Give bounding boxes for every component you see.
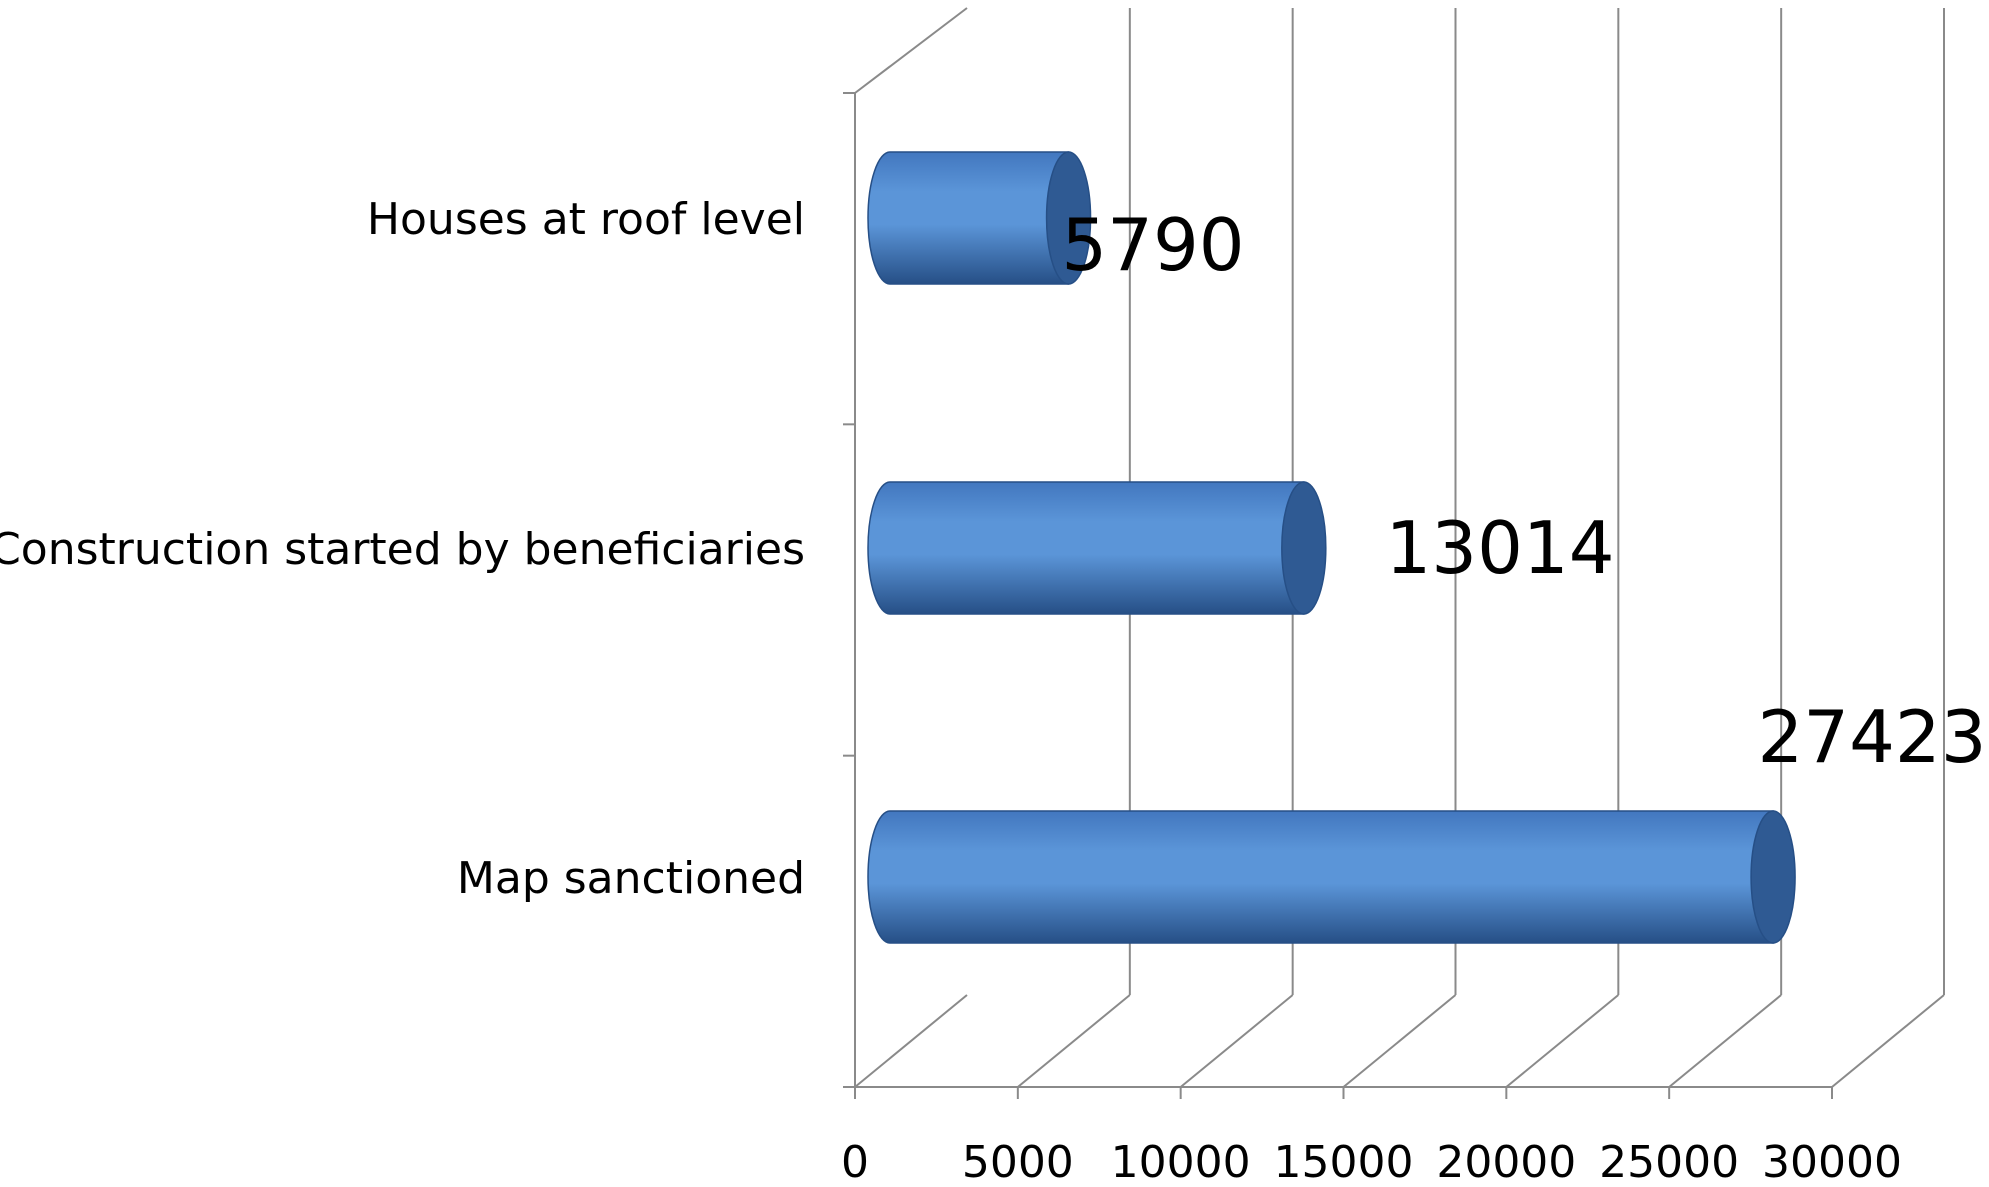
bar-body: [867, 481, 1305, 615]
floor-gridline: [1505, 994, 1619, 1088]
data-labels: 27423 13014 5790: [1061, 203, 1986, 779]
bar-cap: [1045, 151, 1092, 285]
x-tick-label: 15000: [1274, 1137, 1414, 1182]
bar-cap: [1281, 481, 1327, 615]
bars: [867, 151, 1796, 944]
data-label: 13014: [1385, 506, 1614, 590]
bar-body: [867, 151, 1070, 285]
bar: [867, 151, 1092, 285]
x-axis: 0 5000 10000 15000 20000 25000 30000: [841, 1137, 1902, 1187]
x-tick-label: 5000: [962, 1137, 1074, 1182]
floor-gridline: [854, 994, 968, 1088]
category-label: Houses at roof level: [367, 194, 805, 245]
floor-gridline: [1831, 994, 1945, 1088]
bar: [867, 481, 1327, 615]
category-label: Construction started by beneficiaries: [0, 524, 805, 575]
grid: [843, 7, 1945, 1099]
x-tick-label: 30000: [1762, 1137, 1902, 1182]
x-tick-label: 0: [841, 1137, 869, 1182]
x-tick-label: 10000: [1111, 1137, 1251, 1182]
x-tick-label: 20000: [1436, 1137, 1576, 1182]
bar-body: [867, 810, 1774, 944]
floor-gridline: [1342, 994, 1457, 1088]
category-label: Map sanctioned: [457, 853, 805, 904]
y-axis: Map sanctioned Construction started by be…: [0, 194, 805, 904]
bar: [867, 810, 1796, 944]
floor-gridline: [1017, 994, 1131, 1088]
bar-cap: [1750, 810, 1796, 944]
floor-gridline: [1668, 994, 1782, 1088]
data-label: 5790: [1061, 203, 1244, 287]
floor-gridline: [1180, 994, 1294, 1088]
side-wall-top-line: [854, 7, 968, 94]
x-tick-label: 25000: [1599, 1137, 1739, 1182]
data-label: 27423: [1757, 695, 1986, 779]
